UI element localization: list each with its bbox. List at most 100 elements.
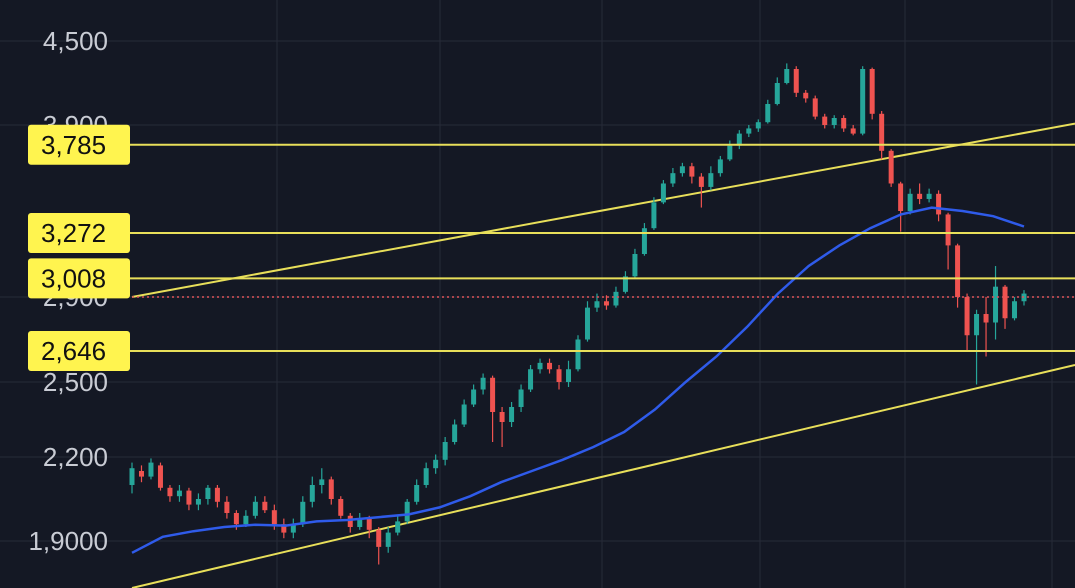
candle-body xyxy=(632,254,638,277)
level-label-box xyxy=(28,124,130,165)
candle-body xyxy=(404,501,410,522)
candle-body xyxy=(613,291,619,306)
candle-body xyxy=(176,490,182,497)
candle-body xyxy=(518,389,524,407)
candle-body xyxy=(395,521,401,533)
candle-body xyxy=(290,524,296,533)
candle-body xyxy=(765,104,771,123)
candle-body xyxy=(898,183,904,211)
candle-body xyxy=(727,145,733,160)
candle-body xyxy=(366,518,372,530)
candle-body xyxy=(195,499,201,505)
candle-body xyxy=(347,515,353,527)
candle-body xyxy=(509,407,515,422)
level-label: 2,646 xyxy=(41,336,106,366)
candle-body xyxy=(983,314,989,323)
candle-body xyxy=(689,166,695,177)
candle-body xyxy=(319,479,325,485)
candle-body xyxy=(641,228,647,254)
candle-body xyxy=(205,487,211,499)
candle-body xyxy=(300,501,306,525)
candle-body xyxy=(746,128,752,134)
candle-body xyxy=(945,214,951,246)
candle-body xyxy=(936,193,942,215)
candle-body xyxy=(224,501,230,513)
candle-body xyxy=(262,501,268,511)
candle-body xyxy=(471,389,477,405)
upper-trend-line xyxy=(131,122,1075,298)
candle-body xyxy=(376,529,382,547)
candle-body xyxy=(584,307,590,340)
candle-body xyxy=(603,301,609,306)
candle-body xyxy=(433,459,439,469)
trendlines xyxy=(131,122,1075,588)
candle-body xyxy=(452,424,458,442)
candle-body xyxy=(167,487,173,497)
candle-body xyxy=(755,122,761,129)
candle-body xyxy=(385,532,391,547)
candle-body xyxy=(793,69,799,93)
candle-body xyxy=(784,69,790,83)
candle-body xyxy=(831,118,837,125)
candle-body xyxy=(860,69,866,134)
candle-body xyxy=(926,193,932,199)
candle-body xyxy=(774,83,780,104)
candle-body xyxy=(490,377,496,412)
candle-body xyxy=(955,245,961,297)
candle-body xyxy=(1002,286,1008,319)
candle-body xyxy=(243,515,249,525)
candle-body xyxy=(594,301,600,308)
candle-body xyxy=(803,92,809,99)
y-tick-label: 1,9000 xyxy=(28,526,108,556)
lower-trend-line xyxy=(131,364,1075,588)
level-label-box xyxy=(28,258,130,299)
candle-body xyxy=(423,468,429,485)
candle-body xyxy=(907,193,913,211)
candle-body xyxy=(480,377,486,390)
candle-body xyxy=(309,485,315,502)
candle-body xyxy=(736,133,742,146)
candle-body xyxy=(993,286,999,323)
level-label: 3,008 xyxy=(41,263,106,293)
candle-body xyxy=(138,471,144,477)
candle-body xyxy=(964,297,970,336)
candle-body xyxy=(1012,301,1018,319)
horizontal-levels xyxy=(128,143,1075,352)
candle-body xyxy=(566,369,572,382)
candle-body xyxy=(129,468,135,485)
candle-body xyxy=(442,442,448,460)
candle-body xyxy=(214,487,220,502)
candle-body xyxy=(499,412,505,422)
candle-body xyxy=(917,193,923,199)
candle-body xyxy=(547,362,553,370)
candle-body xyxy=(879,113,885,151)
candle-body xyxy=(528,369,534,390)
candle-body xyxy=(148,462,154,477)
candle-body xyxy=(708,173,714,187)
candlesticks xyxy=(129,63,1027,565)
candle-body xyxy=(670,173,676,184)
level-label-box xyxy=(28,330,130,371)
candle-body xyxy=(888,150,894,184)
y-tick-label: 2,500 xyxy=(43,367,108,397)
candle-body xyxy=(556,369,562,382)
candle-body xyxy=(575,339,581,370)
candle-body xyxy=(281,524,287,533)
candle-body xyxy=(233,513,239,525)
y-tick-label: 2,200 xyxy=(43,442,108,472)
candle-body xyxy=(698,176,704,187)
candle-body xyxy=(974,314,980,336)
candle-body xyxy=(252,501,258,516)
level-labels: 3,785 3,272 3,008 2,646 xyxy=(28,124,130,371)
candle-body xyxy=(869,69,875,114)
candle-body xyxy=(812,98,818,117)
candle-body xyxy=(414,485,420,502)
candle-body xyxy=(157,465,163,488)
candle-body xyxy=(679,166,685,174)
candle-body xyxy=(186,490,192,505)
candle-body xyxy=(841,118,847,129)
candle-body xyxy=(328,479,334,499)
candle-body xyxy=(822,116,828,125)
